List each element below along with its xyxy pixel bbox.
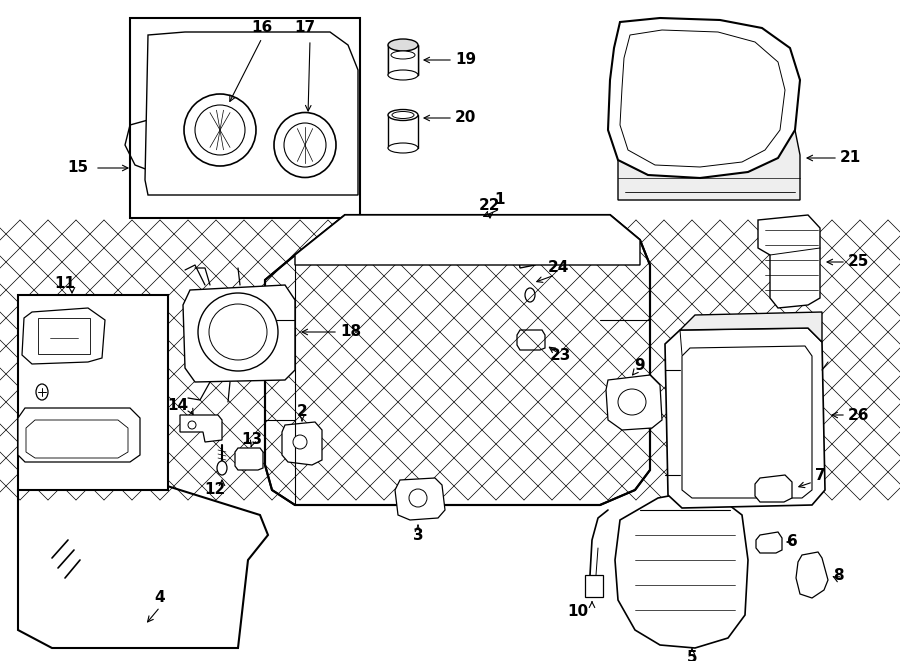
Polygon shape xyxy=(758,215,820,308)
Polygon shape xyxy=(517,330,545,350)
Ellipse shape xyxy=(392,112,414,118)
Text: 26: 26 xyxy=(848,407,869,422)
Bar xyxy=(130,18,360,218)
Polygon shape xyxy=(796,552,828,598)
Ellipse shape xyxy=(388,39,418,51)
Ellipse shape xyxy=(388,143,418,153)
Text: 20: 20 xyxy=(455,110,476,126)
Text: 23: 23 xyxy=(549,348,571,362)
Text: 6: 6 xyxy=(787,535,797,549)
Bar xyxy=(18,295,168,490)
Text: 25: 25 xyxy=(848,254,869,270)
Ellipse shape xyxy=(453,244,461,252)
Ellipse shape xyxy=(284,123,326,167)
Polygon shape xyxy=(388,45,418,75)
Ellipse shape xyxy=(217,461,227,475)
Text: 17: 17 xyxy=(294,20,316,36)
Ellipse shape xyxy=(409,489,427,507)
Text: 7: 7 xyxy=(815,467,825,483)
Polygon shape xyxy=(282,422,322,465)
Text: 8: 8 xyxy=(832,568,843,582)
Polygon shape xyxy=(615,492,748,648)
Ellipse shape xyxy=(388,70,418,80)
Polygon shape xyxy=(180,415,222,442)
Bar xyxy=(585,575,603,597)
Text: 2: 2 xyxy=(297,405,308,420)
Polygon shape xyxy=(756,532,782,553)
Ellipse shape xyxy=(36,384,48,400)
Text: 24: 24 xyxy=(547,260,569,276)
Text: 16: 16 xyxy=(251,20,273,36)
Polygon shape xyxy=(235,448,263,470)
Ellipse shape xyxy=(209,304,267,360)
Ellipse shape xyxy=(457,227,467,237)
Polygon shape xyxy=(18,455,268,648)
Ellipse shape xyxy=(525,288,535,302)
Text: 9: 9 xyxy=(634,358,645,373)
Polygon shape xyxy=(606,375,662,430)
Polygon shape xyxy=(680,312,822,342)
Ellipse shape xyxy=(391,51,415,59)
Text: 13: 13 xyxy=(241,432,263,447)
Polygon shape xyxy=(145,32,358,195)
Text: 4: 4 xyxy=(155,590,166,605)
Text: 21: 21 xyxy=(840,151,861,165)
Ellipse shape xyxy=(188,421,196,429)
Bar xyxy=(38,318,90,354)
Polygon shape xyxy=(618,130,800,200)
Ellipse shape xyxy=(618,389,646,415)
Polygon shape xyxy=(755,475,792,502)
Polygon shape xyxy=(608,18,800,178)
Polygon shape xyxy=(468,220,535,268)
Polygon shape xyxy=(18,408,140,462)
Text: 12: 12 xyxy=(204,483,226,498)
Polygon shape xyxy=(295,215,640,265)
Text: 10: 10 xyxy=(567,605,589,619)
Polygon shape xyxy=(265,215,650,505)
Text: 5: 5 xyxy=(687,650,698,661)
Text: 1: 1 xyxy=(495,192,505,208)
Ellipse shape xyxy=(184,94,256,166)
Ellipse shape xyxy=(198,293,278,371)
Ellipse shape xyxy=(293,435,307,449)
Ellipse shape xyxy=(195,105,245,155)
Text: 18: 18 xyxy=(340,325,361,340)
Polygon shape xyxy=(22,308,105,364)
Text: 22: 22 xyxy=(479,198,500,212)
Text: 19: 19 xyxy=(455,52,476,67)
Polygon shape xyxy=(665,328,825,508)
Polygon shape xyxy=(183,285,295,382)
Text: 3: 3 xyxy=(413,527,423,543)
Ellipse shape xyxy=(274,112,336,178)
Text: 11: 11 xyxy=(55,276,76,290)
Ellipse shape xyxy=(388,110,418,120)
Text: 15: 15 xyxy=(68,161,88,176)
Polygon shape xyxy=(395,478,445,520)
Text: 14: 14 xyxy=(167,397,189,412)
